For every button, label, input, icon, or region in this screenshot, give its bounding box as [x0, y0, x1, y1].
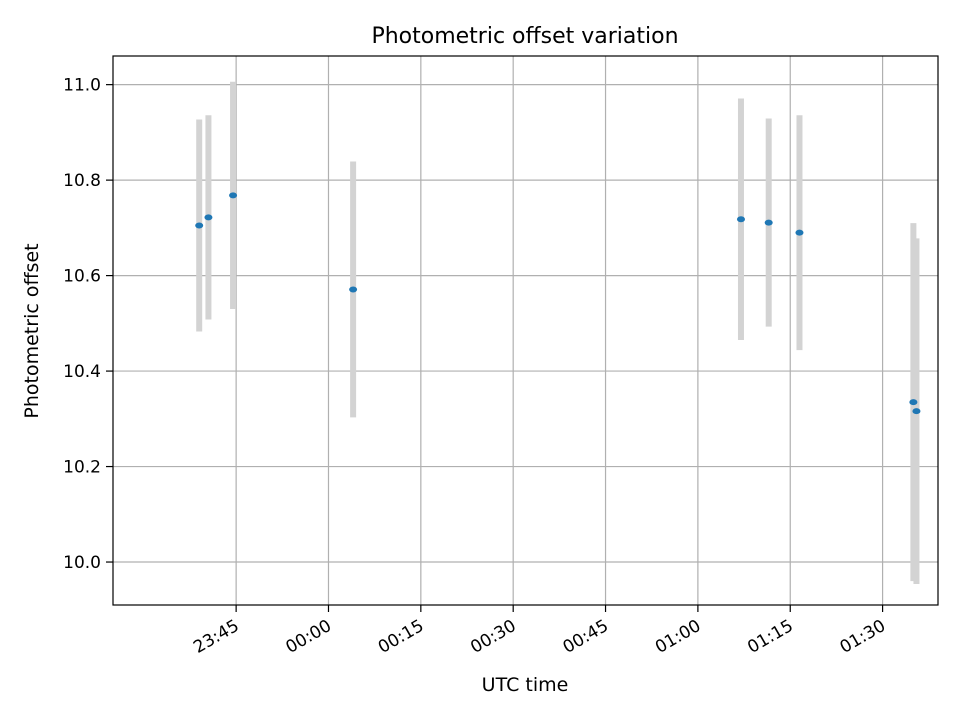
- y-tick-label: 10.2: [63, 458, 101, 478]
- y-tick-label: 11.0: [63, 76, 101, 96]
- x-axis-ticks: 23:45 00:00 00:15 00:30 00:45 01:00 01:15 01:30: [190, 605, 889, 658]
- y-axis-label: Photometric offset: [21, 243, 43, 418]
- data-point: [795, 229, 804, 236]
- error-bars: [196, 81, 920, 584]
- data-point: [204, 214, 213, 221]
- data-point: [195, 222, 204, 229]
- plot-frame: [112, 55, 939, 606]
- x-tick-label: 00:30: [467, 616, 519, 658]
- data-point: [764, 219, 773, 226]
- y-tick-label: 10.0: [63, 553, 101, 573]
- x-tick-label: 00:45: [560, 616, 612, 658]
- y-tick-label: 10.4: [63, 362, 101, 382]
- x-tick-label: 00:15: [375, 616, 427, 658]
- x-tick-label: 01:00: [652, 616, 704, 658]
- data-point: [349, 286, 358, 293]
- data-point: [912, 408, 921, 415]
- grid: [113, 56, 938, 605]
- x-tick-label: 00:00: [283, 616, 335, 658]
- x-tick-label: 23:45: [190, 616, 242, 658]
- x-tick-label: 01:15: [744, 616, 796, 658]
- data-point: [909, 399, 918, 406]
- y-tick-label: 10.6: [63, 267, 101, 287]
- data-point: [736, 216, 745, 223]
- x-tick-label: 01:30: [837, 616, 889, 658]
- chart-title: Photometric offset variation: [371, 24, 678, 49]
- y-tick-label: 10.8: [63, 171, 101, 191]
- data-point: [229, 192, 238, 199]
- y-axis-ticks: 10.0 10.2 10.4 10.6 10.8 11.0: [63, 76, 113, 573]
- x-axis-label: UTC time: [482, 674, 569, 696]
- data-points: [195, 192, 921, 415]
